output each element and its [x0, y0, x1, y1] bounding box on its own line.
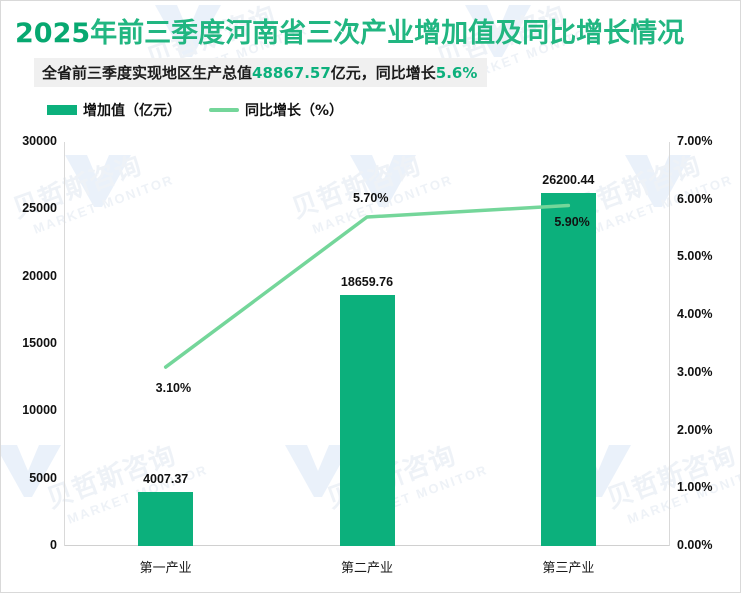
x-axis-label: 第三产业	[542, 561, 595, 576]
bar[interactable]	[138, 492, 194, 546]
right-axis-line	[669, 142, 670, 546]
bar-value-label: 4007.37	[143, 472, 189, 487]
growth-line-series	[163, 203, 571, 369]
left-tick-label: 5000	[29, 470, 57, 485]
left-axis-line	[64, 142, 65, 546]
title-year: 2025	[15, 18, 91, 49]
left-axis-ticks: 0 5000 10000 15000 20000 25000 30000	[1, 1, 57, 592]
chart-legend: 增加值（亿元） 同比增长（%）	[47, 100, 343, 120]
subtitle-gdp-value: 48867.57	[252, 64, 331, 82]
left-tick-label: 15000	[22, 336, 57, 350]
bar-value-label: 18659.76	[340, 274, 394, 289]
legend-bar-label: 增加值（亿元）	[83, 103, 181, 119]
bar-value-label: 26200.44	[542, 173, 595, 188]
right-axis-ticks: 0.00% 1.00% 2.00% 3.00% 4.00% 5.00% 6.00% 7.00%	[677, 1, 740, 592]
left-tick-label: 25000	[22, 201, 57, 216]
left-tick-label: 0	[50, 538, 57, 552]
left-tick-label: 10000	[22, 403, 57, 418]
right-tick-label: 1.00%	[677, 480, 713, 495]
bar[interactable]	[339, 294, 395, 546]
right-tick-label: 6.00%	[677, 191, 713, 206]
right-tick-label: 2.00%	[677, 422, 713, 437]
right-tick-label: 0.00%	[677, 538, 713, 552]
legend-item-bar[interactable]: 增加值（亿元）	[47, 100, 181, 120]
legend-line-swatch-icon	[209, 108, 239, 112]
line-value-label: 3.10%	[155, 381, 192, 396]
legend-item-line[interactable]: 同比增长（%）	[209, 100, 343, 120]
line-value-label: 5.90%	[554, 215, 590, 230]
x-axis-label: 第二产业	[340, 561, 393, 576]
right-tick-label: 7.00%	[677, 134, 713, 148]
left-tick-label: 20000	[22, 268, 57, 283]
page-title: 2025年前三季度河南省三次产业增加值及同比增长情况	[15, 17, 684, 51]
plot-area: 4007.37 18659.76 26200.44 3.10% 5.70% 5.90%	[65, 142, 669, 546]
subtitle: 全省前三季度实现地区生产总值48867.57亿元，同比增长5.6%	[42, 62, 477, 83]
subtitle-banner: 全省前三季度实现地区生产总值48867.57亿元，同比增长5.6%	[34, 58, 488, 87]
legend-bar-swatch-icon	[47, 105, 77, 115]
subtitle-part2: 亿元，同比增长	[330, 64, 436, 82]
legend-line-label: 同比增长（%）	[245, 103, 344, 119]
subtitle-part1: 全省前三季度实现地区生产总值	[42, 64, 253, 82]
title-text: 年前三季度河南省三次产业增加值及同比增长情况	[90, 18, 685, 49]
left-tick-label: 30000	[22, 134, 57, 148]
growth-line-path	[163, 203, 571, 369]
right-tick-label: 5.00%	[677, 249, 713, 264]
line-value-label: 5.70%	[353, 191, 389, 206]
right-tick-label: 4.00%	[677, 307, 713, 322]
subtitle-growth-value: 5.6%	[435, 64, 478, 82]
right-tick-label: 3.00%	[677, 364, 713, 379]
x-axis-label: 第一产业	[139, 561, 192, 576]
